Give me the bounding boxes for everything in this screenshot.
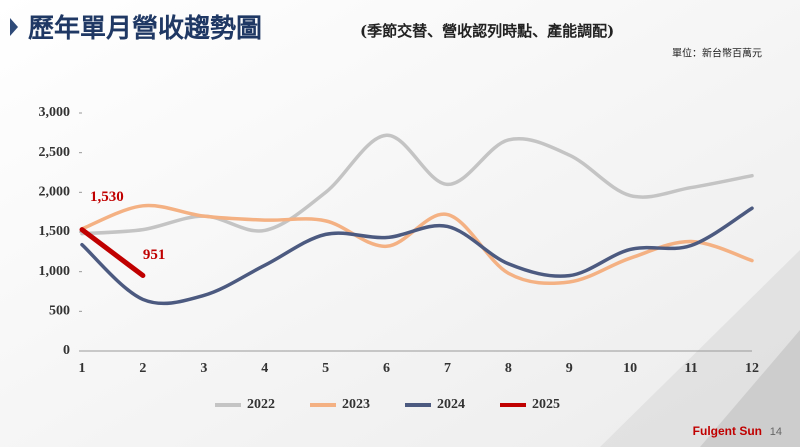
y-tick-label: 2,000 xyxy=(39,185,71,200)
x-tick-label: 9 xyxy=(566,361,573,376)
decoration xyxy=(700,330,800,447)
series-line xyxy=(80,203,754,286)
y-tick-label: 2,500 xyxy=(39,145,71,160)
data-label: 951 xyxy=(143,247,166,263)
series-line xyxy=(80,206,754,306)
brand: Fulgent Sun xyxy=(693,424,762,438)
y-tick-label: 1,500 xyxy=(39,224,71,239)
x-tick-label: 2 xyxy=(139,361,146,376)
x-tick-label: 5 xyxy=(322,361,329,376)
subtitle: (季節交替、營收認列時點、產能調配) xyxy=(360,22,614,40)
legend-label: 2023 xyxy=(342,397,370,412)
x-tick-label: 3 xyxy=(200,361,207,376)
title: 歷年單月營收趨勢圖 xyxy=(28,13,262,44)
legend-label: 2024 xyxy=(437,397,465,412)
page-number: 14 xyxy=(770,426,782,438)
x-tick-label: 11 xyxy=(684,361,697,376)
legend-label: 2022 xyxy=(247,397,275,412)
y-tick-label: 3,000 xyxy=(39,105,71,120)
x-tick-label: 1 xyxy=(79,361,86,376)
series-line xyxy=(79,227,146,279)
data-label: 1,530 xyxy=(90,189,124,205)
legend-label: 2025 xyxy=(532,397,560,412)
x-tick-label: 4 xyxy=(261,361,268,376)
x-tick-label: 6 xyxy=(383,361,390,376)
x-tick-label: 8 xyxy=(505,361,512,376)
title-marker xyxy=(10,18,18,36)
unit: 單位：新台幣百萬元 xyxy=(672,47,762,60)
x-tick-label: 7 xyxy=(444,361,451,376)
x-tick-label: 10 xyxy=(623,361,637,376)
y-tick-label: 1,000 xyxy=(39,264,71,279)
y-tick-label: 500 xyxy=(49,304,70,319)
y-tick-label: 0 xyxy=(63,343,70,358)
x-tick-label: 12 xyxy=(745,361,759,376)
